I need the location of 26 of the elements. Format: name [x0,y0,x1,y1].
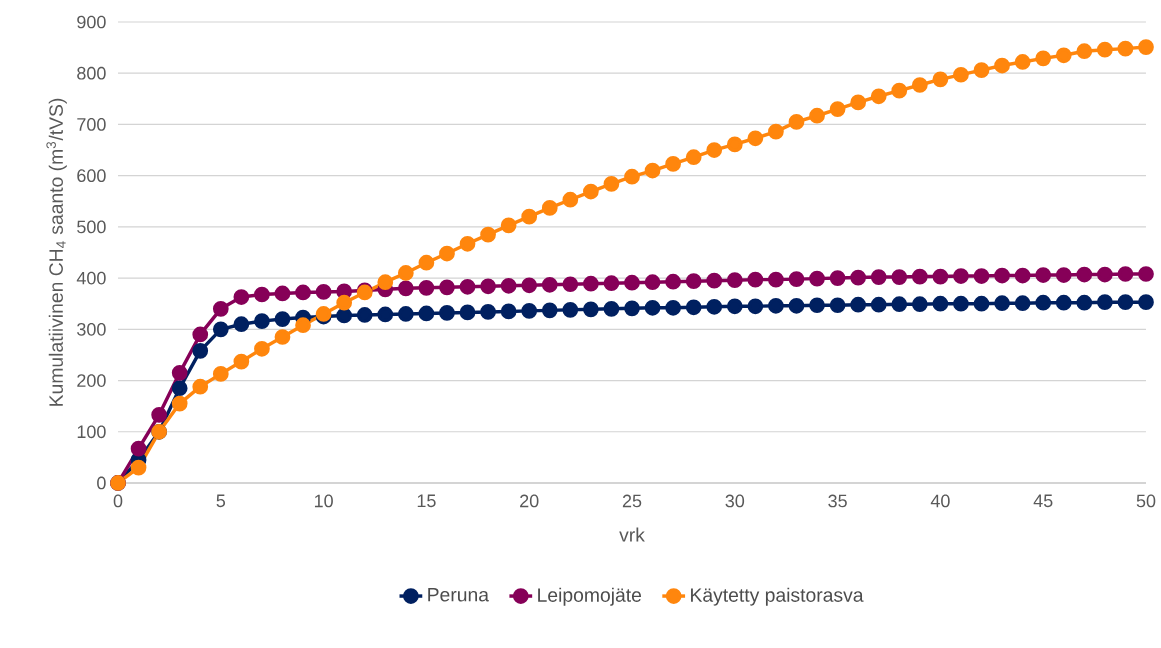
x-tick-label: 25 [622,494,642,508]
y-tick-label: 300 [77,322,106,336]
legend-label: Peruna [428,588,489,602]
x-tick-label: 30 [725,494,745,508]
x-axis-title: vrk [619,527,645,542]
legend-label: Leipomojäte [538,587,642,606]
y-tick-label: 200 [77,374,106,387]
x-tick-label: 15 [417,494,436,508]
y-tick-label: 900 [77,15,106,29]
y-tick-label: 600 [77,169,106,183]
y-tick-label: 500 [77,220,106,234]
x-tick-label: 0 [113,494,123,508]
y-tick-label: 100 [77,425,106,439]
legend-label: Käytetty paistorasva [691,587,864,606]
y-tick-label: 0 [97,476,106,490]
x-tick-label: 10 [314,494,333,508]
x-tick-label: 35 [828,494,847,508]
x-tick-label: 40 [930,494,950,508]
x-tick-label: 5 [216,494,226,508]
y-tick-label: 400 [76,271,106,285]
y-tick-label: 800 [77,66,106,80]
y-tick-label: 700 [77,118,106,131]
x-tick-label: 20 [520,494,539,508]
x-tick-label: 45 [1033,494,1053,508]
x-tick-label: 50 [1136,494,1156,508]
y-axis-title: Kumulatiivinen CH$_{4}$ saanto (m$^{3}$/tVS) [46,98,67,406]
